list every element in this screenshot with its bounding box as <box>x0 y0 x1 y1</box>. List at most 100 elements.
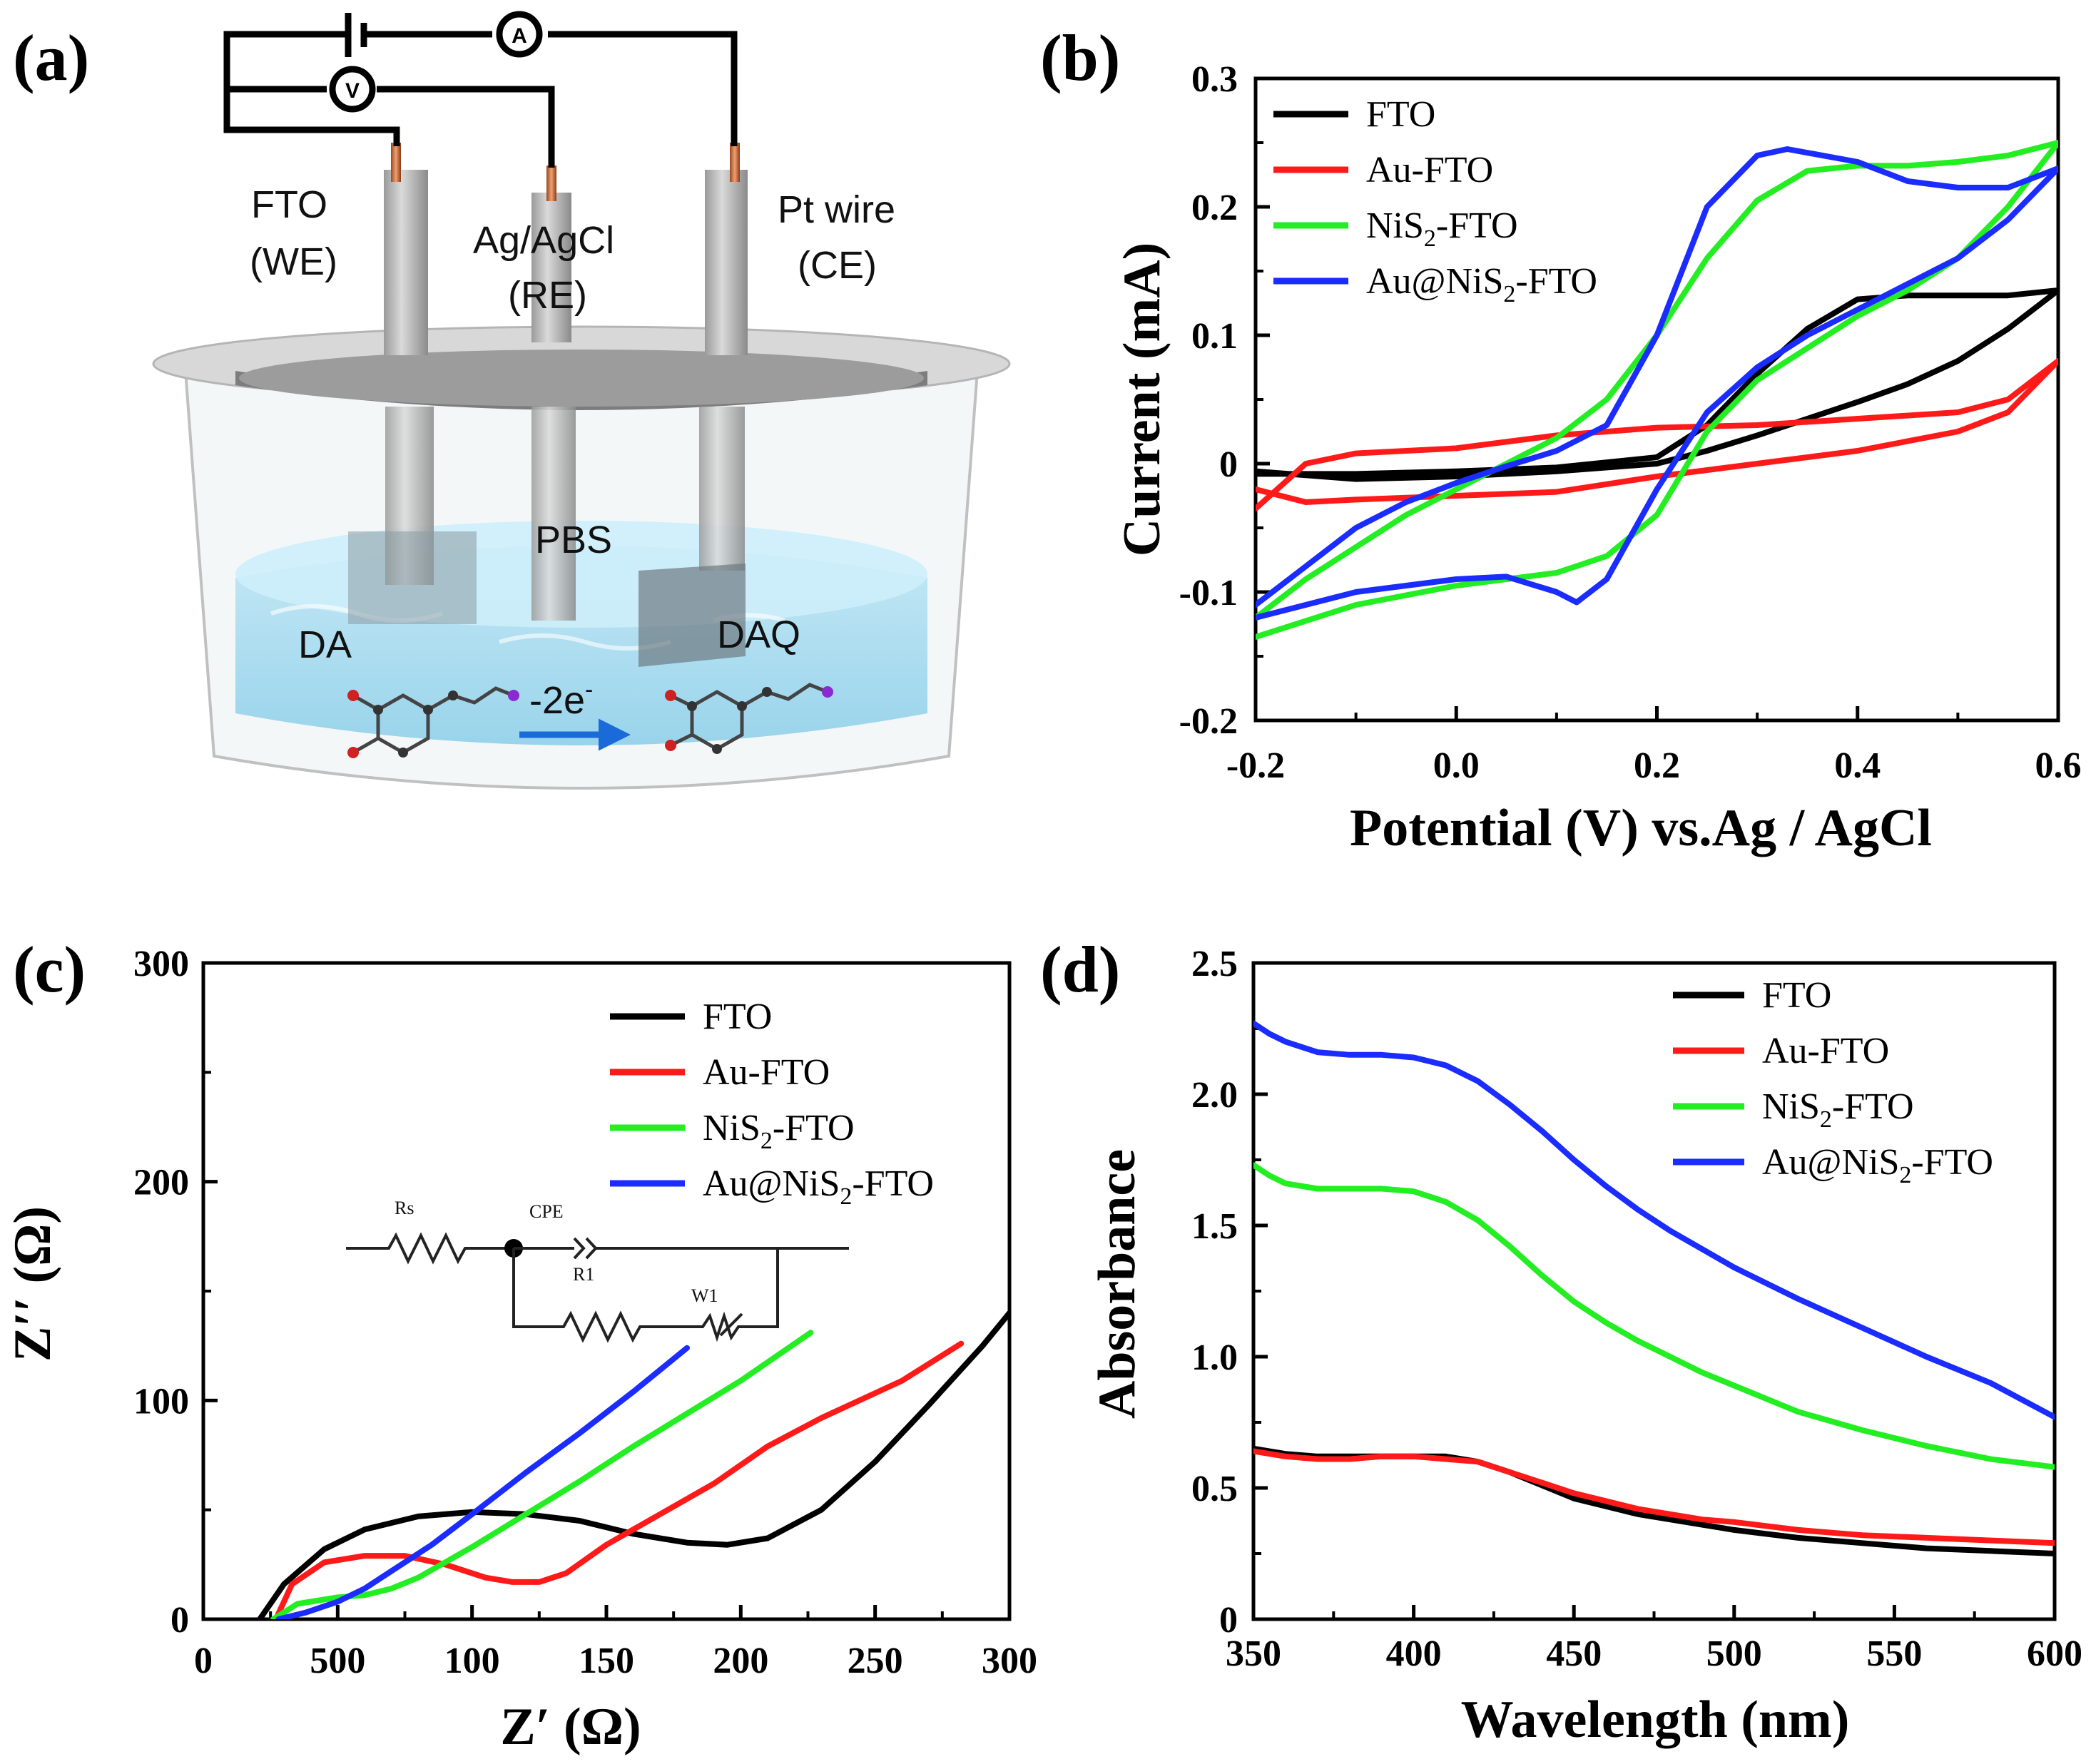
circuit-r1-label: R1 <box>573 1264 594 1285</box>
voltmeter-label: V <box>345 79 360 103</box>
series-line-nis2-fto <box>270 1330 814 1619</box>
x-axis-title: Z′ (Ω) <box>500 1698 641 1756</box>
y-tick-label: 100 <box>133 1381 189 1422</box>
ce-role-label: (CE) <box>798 244 877 287</box>
legend-text-part: -FTO <box>1436 205 1518 246</box>
da-molecule-icon <box>347 686 519 758</box>
legend-label: FTO <box>703 996 772 1037</box>
x-tick-label: 400 <box>1386 1633 1442 1674</box>
series-line-au-fto <box>1253 1448 2055 1546</box>
x-tick-label: 550 <box>1866 1633 1922 1674</box>
re-rod-upper <box>531 193 571 342</box>
legend-text-part: Au@NiS <box>1366 261 1503 302</box>
we-label: FTO <box>251 183 327 226</box>
x-tick-label: 0.0 <box>1433 745 1480 786</box>
legend-label: Au@NiS2-FTO <box>703 1163 934 1210</box>
legend-text-part: Au@NiS <box>1762 1142 1899 1183</box>
x-tick-label: -0.2 <box>1226 745 1285 786</box>
legend-text-part: 2 <box>1820 1106 1832 1133</box>
x-tick-label: 300 <box>982 1641 1037 1681</box>
absorbance-chart-plot: 350 400 450 500 550 600 0 0.5 1.0 1.5 2.0 2.5 Wavele… <box>1088 944 2082 1749</box>
y-tick-label: 0 <box>171 1600 189 1641</box>
daq-molecule-icon <box>665 683 833 754</box>
panel-c-letter: (c) <box>13 933 86 1006</box>
legend-text-part: -FTO <box>773 1108 855 1148</box>
y-tick-label: 0.3 <box>1191 59 1238 100</box>
ce-copper-tip <box>730 143 740 182</box>
legend-label: Au-FTO <box>703 1052 830 1093</box>
legend-label: NiS2-FTO <box>1366 205 1518 252</box>
legend-text-part: NiS <box>1366 205 1424 246</box>
x-tick-label: 600 <box>2027 1633 2082 1674</box>
panel-d-absorbance-chart: (d) 350 400 450 500 550 600 0 0.5 1.0 1.5 2.0 2.5 Wa… <box>1040 933 2082 1749</box>
cv-chart-plot: -0.2 0.0 0.2 0.4 0.6 -0.2 -0.1 0 0.1 0.2 0.3 Potent… <box>1113 59 2082 857</box>
ce-label: Pt wire <box>778 188 895 231</box>
legend-label: Au@NiS2-FTO <box>1762 1142 1993 1188</box>
y-tick-label: 300 <box>133 944 189 984</box>
x-tick-label: 500 <box>310 1641 365 1681</box>
x-tick-label: 450 <box>1546 1633 1602 1674</box>
x-tick-label: 0 <box>194 1641 213 1681</box>
plot-frame <box>1251 961 2057 1621</box>
panel-a-letter: (a) <box>13 21 89 94</box>
x-tick-label: 500 <box>1706 1633 1762 1674</box>
circuit-wires <box>223 31 738 168</box>
reaction-superscript: - <box>585 676 593 703</box>
panel-b-cv-chart: (b) -0.2 0.0 0.2 0.4 0.6 -0.2 -0.1 0 0.1 0.2 0.3 Po… <box>1040 21 2082 857</box>
x-tick-label: 150 <box>579 1641 634 1681</box>
reactant-label: DA <box>298 623 352 666</box>
series-line-au-fto <box>1256 358 2058 511</box>
y-axis-title: Current (mA) <box>1113 243 1171 556</box>
legend-text-part: -FTO <box>1515 261 1597 302</box>
ammeter-icon: A <box>496 11 543 58</box>
re-label: Ag/AgCl <box>473 219 614 262</box>
re-copper-tip <box>546 165 556 201</box>
y-tick-label: 200 <box>133 1163 189 1203</box>
y-tick-label: 1.0 <box>1191 1337 1238 1378</box>
battery-symbol <box>345 13 367 57</box>
x-tick-label: 0.2 <box>1634 745 1680 786</box>
y-axis-title: Absorbance <box>1088 1149 1146 1419</box>
series-line-au-fto <box>273 1340 965 1619</box>
we-rod-upper <box>384 170 428 355</box>
ammeter-label: A <box>512 24 527 48</box>
equivalent-circuit-inset <box>346 1232 849 1343</box>
legend-text-part: 2 <box>1503 281 1515 307</box>
x-tick-label: 200 <box>713 1641 768 1681</box>
series-line-au-nis2-fto <box>275 1345 690 1619</box>
circuit-w1-label: W1 <box>691 1285 718 1306</box>
panel-c-nyquist-chart: (c) 0 500 100 150 200 250 300 0 100 200 300 Z′ (Ω) Z… <box>4 933 1037 1756</box>
legend-label: NiS2-FTO <box>703 1108 855 1154</box>
legend-label: NiS2-FTO <box>1762 1086 1914 1133</box>
x-axis-title: Potential (V) vs.Ag / AgCl <box>1350 799 1932 857</box>
legend-text-part: 2 <box>1424 225 1436 252</box>
legend-text-part: 2 <box>760 1128 773 1154</box>
voltmeter-icon: V <box>329 66 376 113</box>
reaction-label-text: -2e <box>529 679 585 722</box>
ce-rod-lower <box>699 407 745 571</box>
circuit-cpe-label: CPE <box>529 1201 564 1222</box>
plot-frame <box>201 961 1012 1621</box>
x-tick-label: 250 <box>848 1641 903 1681</box>
series-line-fto <box>1256 287 2058 482</box>
legend-text-part: -FTO <box>852 1163 934 1204</box>
x-tick-label: 0.6 <box>2035 745 2082 786</box>
panel-d-letter: (d) <box>1040 933 1120 1006</box>
y-tick-label: -0.1 <box>1179 573 1238 613</box>
electrolyte-label: PBS <box>535 519 612 561</box>
y-tick-label: -0.2 <box>1179 701 1238 742</box>
y-tick-label: 2.0 <box>1191 1075 1238 1116</box>
series-line-au-nis2-fto <box>1256 146 2058 621</box>
we-copper-tip <box>391 143 401 182</box>
series-line-fto <box>257 1310 1009 1619</box>
legend-text-part: 2 <box>1899 1162 1911 1188</box>
x-tick-label: 0.4 <box>1834 745 1881 786</box>
re-rod-lower <box>531 407 576 621</box>
panel-a-cell-schematic: (a) <box>13 11 1011 790</box>
series-line-nis2-fto <box>1253 1162 2055 1470</box>
panel-b-letter: (b) <box>1040 21 1120 94</box>
legend-text-part: NiS <box>703 1108 760 1148</box>
series-line-au-nis2-fto <box>1253 1020 2055 1420</box>
legend-label: FTO <box>1366 94 1435 135</box>
